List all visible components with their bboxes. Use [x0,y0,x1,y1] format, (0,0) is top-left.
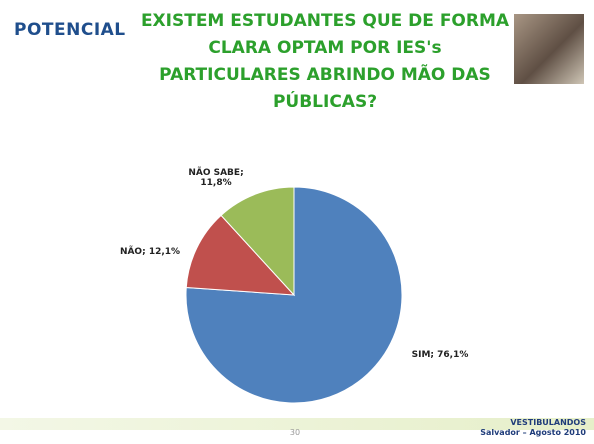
slide: POTENCIAL EXISTEM ESTUDANTES QUE DE FORM… [0,0,594,444]
page-number: 30 [280,428,310,437]
chart [0,0,594,444]
footer-line: VESTIBULANDOS [510,418,586,427]
footer-line: Salvador – Agosto 2010 [480,428,586,437]
data-label: NÃO SABE; 11,8% [186,168,246,188]
data-label: SIM; 76,1% [400,350,480,360]
data-label: NÃO; 12,1% [110,247,190,257]
